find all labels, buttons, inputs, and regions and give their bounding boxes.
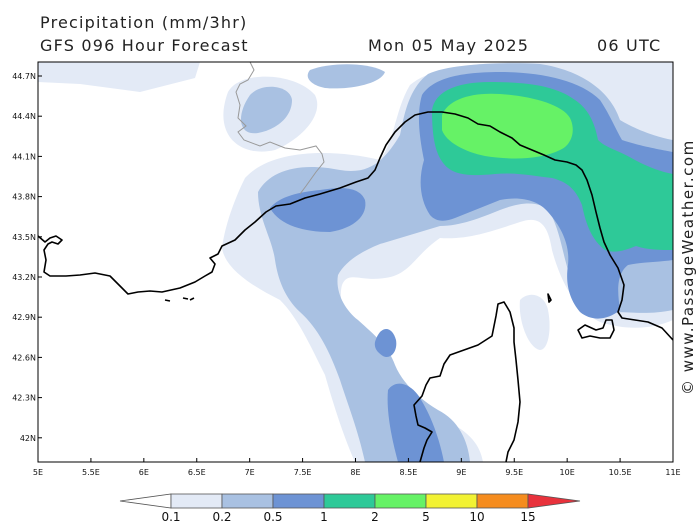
legend-swatch [425,493,478,509]
legend-label: 1 [320,510,328,524]
precipitation-field [38,62,673,462]
lon-tick-label: 9.5E [505,468,523,477]
forecast-time: 06 UTC [597,36,662,55]
lon-tick-label: 9E [456,468,466,477]
legend-label: 15 [520,510,535,524]
lat-tick-label: 43.5N [12,233,36,242]
map-title: Precipitation (mm/3hr) [40,13,248,32]
lat-tick-label: 42.9N [12,313,36,322]
lat-tick-label: 44.1N [12,152,36,161]
legend-label: 5 [422,510,430,524]
lat-tick-label: 44.7N [12,72,36,81]
forecast-date: Mon 05 May 2025 [368,36,530,55]
lat-tick-label: 43.8N [12,193,36,202]
lon-tick-label: 5E [33,468,43,477]
legend-label: 0.5 [263,510,282,524]
lon-tick-label: 10.5E [609,468,632,477]
legend-label: 0.1 [161,510,180,524]
coastline [37,111,674,463]
forecast-model: GFS 096 Hour Forecast [40,36,249,55]
lon-tick-label: 5.5E [82,468,100,477]
lon-tick-label: 6.5E [188,468,206,477]
legend-label: 10 [469,510,484,524]
lat-tick-label: 42.6N [12,353,36,362]
country-border [235,61,325,195]
lon-tick-label: 11E [665,468,680,477]
lon-tick-label: 8.5E [400,468,418,477]
lat-tick-label: 42.3N [12,394,36,403]
lon-tick-label: 6E [139,468,149,477]
lat-tick-label: 42N [20,434,36,443]
lat-tick-label: 44.4N [12,112,36,121]
legend-swatch [221,493,274,509]
lon-tick-label: 7E [245,468,255,477]
legend-label: 0.2 [212,510,231,524]
latitude-axis: 44.7N 44.4N 44.1N 43.8N 43.5N 43.2N 42.9N 42.6N… [12,72,42,443]
watermark: © www.PassageWeather.com [679,139,697,395]
legend-swatch [272,493,325,509]
legend-swatch [476,493,529,509]
legend-swatch [170,493,223,509]
longitude-axis: 5E 5.5E 6E 6.5E 7E 7.5E 8E 8.5E 9E 9.5E 10E 10.5E 11… [33,458,681,477]
legend-label: 2 [371,510,379,524]
lon-tick-label: 8E [350,468,360,477]
legend-swatch [374,493,427,509]
precipitation-legend: 0.1 0.2 0.5 1 2 5 10 15 [119,493,581,524]
lat-tick-label: 43.2N [12,273,36,282]
lon-tick-label: 10E [560,468,575,477]
legend-high-end [527,493,581,509]
legend-low-end [119,493,172,509]
lon-tick-label: 7.5E [294,468,312,477]
legend-swatch [323,493,376,509]
